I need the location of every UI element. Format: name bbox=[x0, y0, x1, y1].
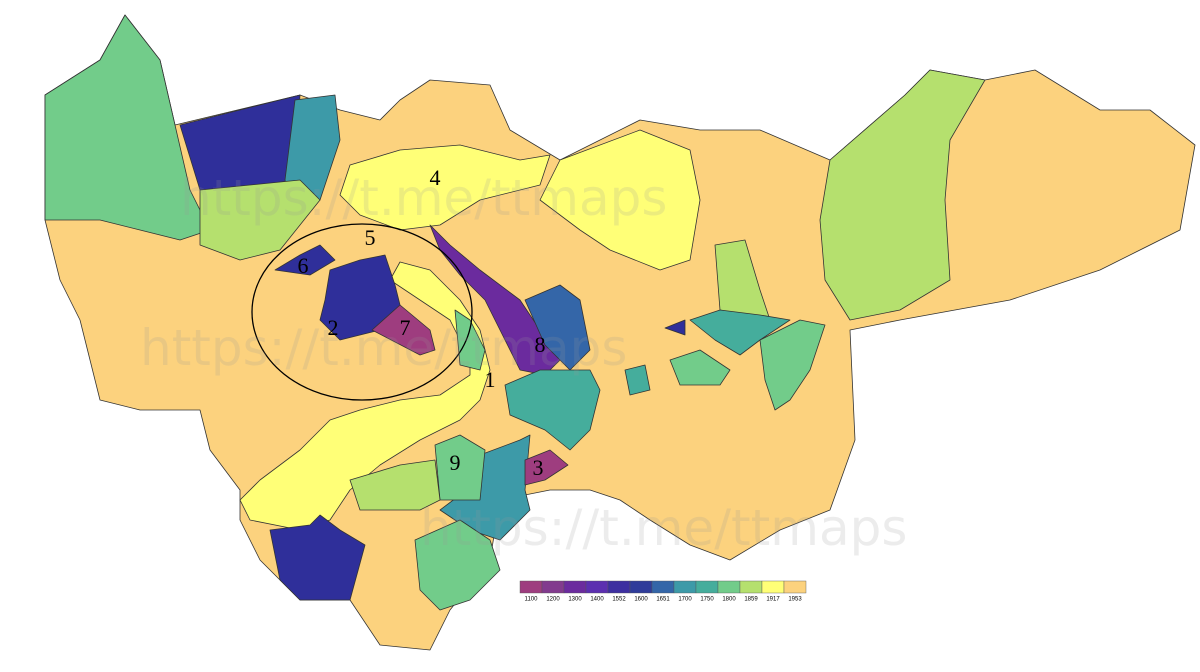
legend-swatch bbox=[629, 580, 653, 594]
region-labels: 1 2 3 4 5 6 7 8 9 bbox=[298, 165, 546, 480]
legend-swatch bbox=[695, 580, 719, 594]
regions bbox=[44, 14, 1196, 651]
legend-swatch bbox=[585, 580, 609, 594]
region bbox=[664, 319, 686, 336]
region bbox=[669, 349, 731, 386]
legend-swatch bbox=[761, 580, 785, 594]
legend-label: 1800 bbox=[722, 597, 736, 603]
region bbox=[524, 284, 591, 371]
legend-swatch bbox=[563, 580, 587, 594]
legend-swatch bbox=[783, 580, 807, 594]
legend-label: 1552 bbox=[612, 597, 626, 603]
region bbox=[689, 309, 791, 356]
highlight-ellipse bbox=[251, 223, 473, 401]
region-label: 8 bbox=[535, 332, 546, 357]
legend-swatch bbox=[519, 580, 543, 594]
legend-label: 1651 bbox=[656, 597, 670, 603]
legend-label: 1700 bbox=[678, 597, 692, 603]
region bbox=[414, 519, 501, 611]
region-label: 3 bbox=[533, 455, 544, 480]
region bbox=[819, 69, 986, 321]
region bbox=[714, 239, 771, 321]
region bbox=[454, 309, 486, 371]
region bbox=[439, 434, 531, 541]
region bbox=[339, 144, 551, 231]
legend-label: 1917 bbox=[766, 597, 780, 603]
region bbox=[349, 459, 441, 511]
watermarks: https://t.me/ttmaps https://t.me/ttmaps … bbox=[140, 169, 907, 557]
region-label: 1 bbox=[485, 367, 496, 392]
legend-swatch bbox=[541, 580, 565, 594]
region-label: 9 bbox=[450, 450, 461, 475]
region bbox=[524, 449, 569, 486]
legend-swatch bbox=[607, 580, 631, 594]
watermark: https://t.me/ttmaps bbox=[140, 319, 627, 377]
legend-swatch bbox=[739, 580, 763, 594]
region bbox=[759, 319, 826, 411]
legend: 1100 1200 1300 1400 1552 1600 1651 1700 1750 1800… bbox=[519, 580, 807, 603]
region-label: 4 bbox=[430, 165, 441, 190]
legend-label: 1750 bbox=[700, 597, 714, 603]
region-label: 6 bbox=[298, 253, 309, 278]
region bbox=[269, 514, 366, 601]
region-label: 7 bbox=[400, 315, 411, 340]
legend-swatch bbox=[651, 580, 675, 594]
watermark: https://t.me/ttmaps bbox=[420, 499, 907, 557]
region bbox=[239, 261, 491, 531]
region bbox=[199, 179, 321, 261]
region bbox=[624, 364, 651, 396]
legend-label: 1953 bbox=[788, 597, 802, 603]
legend-label: 1100 bbox=[525, 597, 539, 603]
region bbox=[274, 244, 336, 276]
region bbox=[504, 369, 601, 451]
legend-swatch bbox=[717, 580, 741, 594]
legend-label: 1400 bbox=[590, 597, 604, 603]
region bbox=[539, 129, 701, 271]
legend-label: 1300 bbox=[568, 597, 582, 603]
region-label: 5 bbox=[365, 225, 376, 250]
legend-label: 1859 bbox=[744, 597, 758, 603]
legend-label: 1600 bbox=[634, 597, 648, 603]
region-label: 2 bbox=[328, 315, 339, 340]
legend-label: 1200 bbox=[546, 597, 560, 603]
watermark: https://t.me/ttmaps bbox=[180, 169, 667, 227]
legend-swatch bbox=[673, 580, 697, 594]
region bbox=[371, 304, 436, 356]
